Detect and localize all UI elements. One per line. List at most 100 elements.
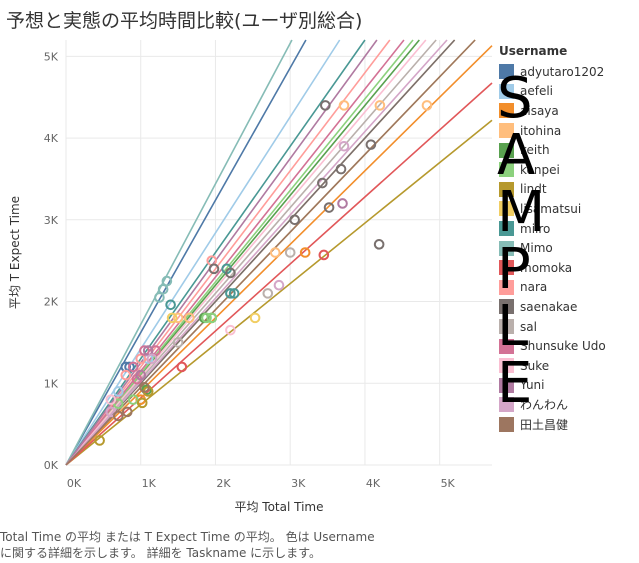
data-point[interactable] <box>135 369 147 381</box>
legend-item[interactable]: itohina <box>499 121 639 141</box>
legend-item[interactable]: Shunsuke Udo <box>499 336 639 356</box>
data-point[interactable] <box>338 100 350 111</box>
data-point[interactable] <box>208 263 220 275</box>
x-tick-label: 5K <box>441 477 456 490</box>
legend-item[interactable]: saenakae <box>499 297 639 317</box>
data-point[interactable] <box>335 163 347 175</box>
data-point[interactable] <box>154 292 165 303</box>
data-point[interactable] <box>262 288 274 299</box>
data-point[interactable] <box>161 275 173 287</box>
watermark-letter: E <box>497 351 533 416</box>
legend-swatch <box>499 103 514 119</box>
data-point[interactable] <box>249 312 261 324</box>
data-point[interactable] <box>136 397 148 409</box>
watermark-letter: P <box>497 237 531 302</box>
legend-swatch <box>499 260 514 276</box>
trend-line <box>65 39 293 466</box>
legend-item[interactable]: nara <box>499 278 639 298</box>
data-point[interactable] <box>284 247 296 258</box>
data-point[interactable] <box>225 267 236 279</box>
data-point[interactable] <box>320 100 331 111</box>
data-point[interactable] <box>146 353 158 365</box>
legend-swatch <box>499 201 514 217</box>
data-point[interactable] <box>139 382 150 393</box>
legend-item[interactable]: 田土昌健 <box>499 415 639 435</box>
caption-line-2: に関する詳細を示します。 詳細を Taskname に示します。 <box>0 546 321 560</box>
data-point[interactable] <box>225 324 236 336</box>
data-point[interactable] <box>141 384 153 396</box>
watermark-letter: L <box>497 294 529 359</box>
trend-line <box>65 39 414 466</box>
legend-item[interactable]: aefeli <box>499 82 639 102</box>
data-point[interactable] <box>172 312 184 324</box>
data-point[interactable] <box>206 312 218 324</box>
chart-caption: Total Time の平均 または T Expect Time の平均。 色は… <box>0 529 375 561</box>
legend-items[interactable]: adyutaro1202 aefeli aisaya itohina keith konp… <box>499 62 639 434</box>
legend-item[interactable]: konpei <box>499 160 639 180</box>
data-point[interactable] <box>121 406 133 418</box>
legend-item[interactable]: わんわん <box>499 395 639 415</box>
legend-label: konpei <box>520 162 560 177</box>
data-point[interactable] <box>165 299 176 311</box>
data-point[interactable] <box>318 249 330 261</box>
trend-line <box>65 39 427 466</box>
legend-item[interactable]: miiro <box>499 219 639 239</box>
data-point[interactable] <box>373 239 385 250</box>
data-point[interactable] <box>374 100 386 111</box>
data-point[interactable] <box>184 312 195 324</box>
x-tick-label: 1K <box>142 477 157 490</box>
data-point[interactable] <box>269 247 281 258</box>
data-point[interactable] <box>166 312 178 324</box>
data-point[interactable] <box>127 394 139 405</box>
data-point[interactable] <box>127 361 139 373</box>
data-point[interactable] <box>157 283 169 295</box>
data-point[interactable] <box>289 214 300 226</box>
data-points[interactable] <box>94 100 433 446</box>
data-point[interactable] <box>120 369 132 381</box>
trend-line <box>65 39 420 466</box>
data-point[interactable] <box>225 288 236 299</box>
caption-line-1: Total Time の平均 または T Expect Time の平均。 色は… <box>0 530 375 544</box>
legend-item[interactable]: Yuni <box>499 376 639 396</box>
data-point[interactable] <box>323 202 335 213</box>
data-point[interactable] <box>228 288 240 299</box>
data-point[interactable] <box>142 345 154 356</box>
data-point[interactable] <box>124 361 135 373</box>
legend-swatch <box>499 240 514 256</box>
data-point[interactable] <box>338 140 350 152</box>
data-point[interactable] <box>317 177 328 189</box>
data-point[interactable] <box>94 435 105 446</box>
legend-item[interactable]: adyutaro1202 <box>499 62 639 82</box>
y-tick-label: 3K <box>44 214 59 227</box>
data-point[interactable] <box>105 394 117 405</box>
legend-item[interactable]: Suke <box>499 356 639 376</box>
data-point[interactable] <box>135 353 147 365</box>
data-point[interactable] <box>176 361 188 373</box>
legend-label: Shunsuke Udo <box>520 339 606 354</box>
data-point[interactable] <box>150 345 161 356</box>
data-point[interactable] <box>113 386 124 397</box>
data-point[interactable] <box>201 312 212 324</box>
legend-item[interactable]: lindt <box>499 180 639 200</box>
data-point[interactable] <box>172 337 184 348</box>
data-point[interactable] <box>421 100 433 111</box>
data-point[interactable] <box>139 345 150 356</box>
legend-swatch <box>499 416 514 432</box>
legend-item[interactable]: aisaya <box>499 101 639 121</box>
legend-item[interactable]: keith <box>499 140 639 160</box>
data-point[interactable] <box>113 410 124 422</box>
data-point[interactable] <box>299 247 311 258</box>
legend-swatch <box>499 123 514 139</box>
data-point[interactable] <box>337 198 348 209</box>
data-point[interactable] <box>365 139 377 150</box>
trend-line <box>65 39 456 466</box>
legend-item[interactable]: sal <box>499 317 639 337</box>
legend-item[interactable]: Mimo <box>499 238 639 258</box>
legend-label: aisaya <box>520 103 559 118</box>
legend[interactable]: Username adyutaro1202 aefeli aisaya itohina… <box>499 44 639 434</box>
legend-item[interactable]: lisamatsui <box>499 199 639 219</box>
legend-title: Username <box>499 44 568 58</box>
data-point[interactable] <box>273 279 285 291</box>
legend-item[interactable]: momoka <box>499 258 639 278</box>
